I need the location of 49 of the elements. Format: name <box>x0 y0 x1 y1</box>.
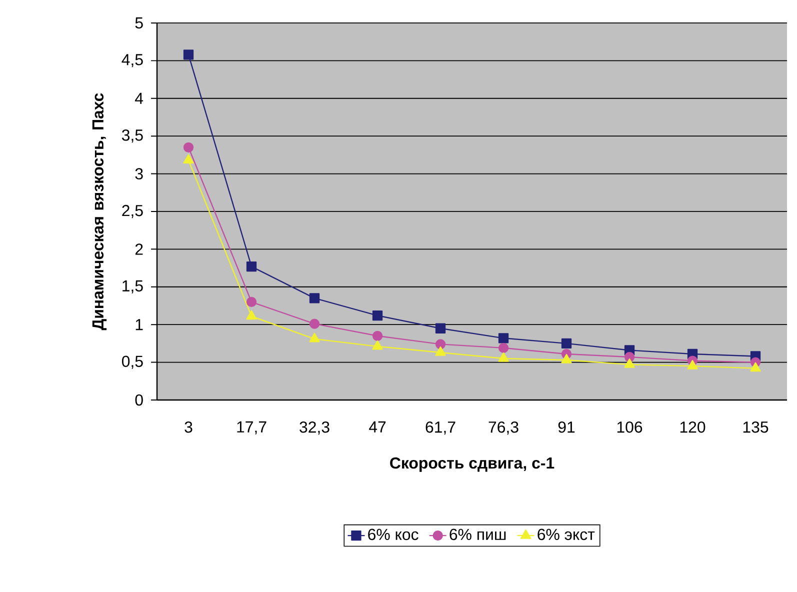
x-tick-label: 106 <box>617 421 642 433</box>
y-tick-label: 4,5 <box>122 54 143 68</box>
x-tick-label: 3 <box>184 421 192 433</box>
x-tick-label: 91 <box>558 421 575 433</box>
x-tick-label: 135 <box>743 421 768 433</box>
x-tick-label: 61,7 <box>426 421 456 435</box>
point <box>498 352 509 362</box>
point <box>435 339 446 350</box>
y-tick-label: 4 <box>135 92 144 104</box>
point <box>183 154 194 164</box>
x-tick-label: 32,3 <box>300 421 330 435</box>
point <box>561 354 572 364</box>
y-tick-label: 2 <box>135 244 143 255</box>
y-tick-label: 0 <box>135 394 143 406</box>
point <box>309 293 320 304</box>
y-tick-label: 1,5 <box>122 280 143 294</box>
point <box>183 50 194 60</box>
y-tick-label: 1 <box>136 319 143 330</box>
point <box>624 358 635 368</box>
point <box>246 261 257 272</box>
y-tick-label: 5 <box>135 17 143 29</box>
x-tick-label: 76,3 <box>488 421 518 435</box>
y-axis-title: Динамическая вязкость, Пахс <box>92 93 107 330</box>
legend-label: 6% кос <box>368 528 418 540</box>
y-tick-label: 3,5 <box>122 130 143 143</box>
point <box>246 296 257 308</box>
legend-label: 6% пиш <box>450 528 506 540</box>
x-tick-label: 17,7 <box>237 421 266 434</box>
x-tick-label: 120 <box>680 421 706 433</box>
point <box>246 310 257 320</box>
point <box>435 323 446 334</box>
point <box>309 332 320 342</box>
point <box>372 340 383 350</box>
point <box>183 142 194 152</box>
x-axis-title: Скорость сдвига, с-1 <box>390 457 554 472</box>
point <box>687 360 698 370</box>
x-tick-label: 47 <box>369 421 386 432</box>
y-tick-label: 3 <box>135 168 143 180</box>
point <box>372 310 383 321</box>
legend-label: 6% экст <box>538 528 595 540</box>
point <box>435 346 446 356</box>
point <box>561 338 572 349</box>
y-tick-label: 2,5 <box>122 204 143 218</box>
point <box>372 330 383 341</box>
point <box>498 333 509 344</box>
point <box>750 362 761 372</box>
point <box>498 342 509 354</box>
point <box>309 318 320 329</box>
y-tick-label: 0,5 <box>122 356 143 369</box>
